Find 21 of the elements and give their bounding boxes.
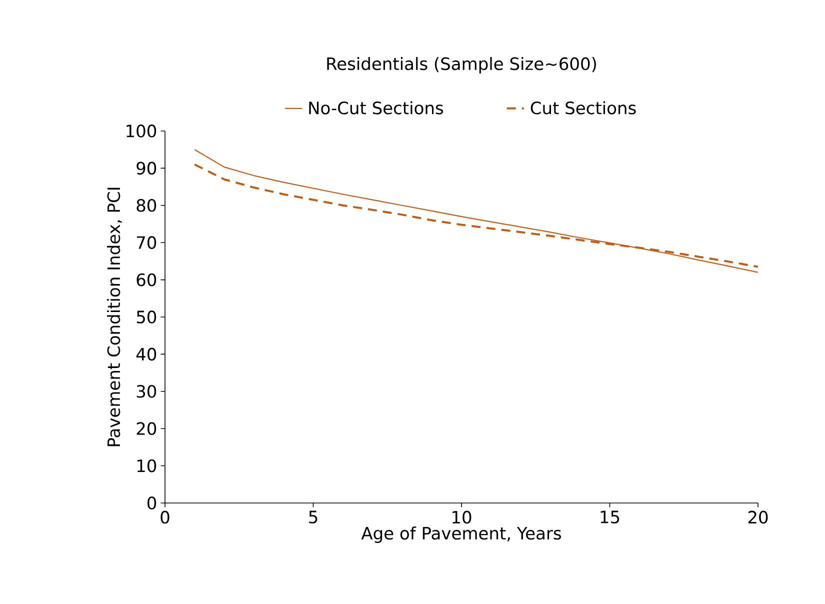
y-tick-label: 10 [137,459,156,472]
y-tick-label: 60 [136,273,156,286]
y-tick-label: 90 [136,162,156,175]
x-tick-label: 0 [160,510,170,524]
y-tick-label: 80 [136,198,156,212]
y-tick-label: 50 [136,310,156,324]
y-tick-label: 40 [136,348,156,361]
x-tick-label: 15 [600,510,620,524]
y-tick-label: 30 [136,384,156,398]
legend-label: Cut Sections [530,101,636,114]
chart-title: Residentials (Sample Size~600) [327,57,596,74]
x-axis-title: Age of Pavement, Years [361,526,561,543]
y-tick-label: 70 [136,236,156,250]
legend-label: No-Cut Sections [309,101,444,114]
y-tick-label: 0 [148,496,156,510]
y-tick-label: 20 [136,422,156,436]
x-tick-label: 10 [452,510,472,524]
x-tick-label: 5 [309,510,318,524]
y-tick-label: 100 [126,124,156,138]
y-axis-title: Pavement Condition Index, PCI [106,188,122,446]
x-tick-label: 20 [748,510,768,524]
